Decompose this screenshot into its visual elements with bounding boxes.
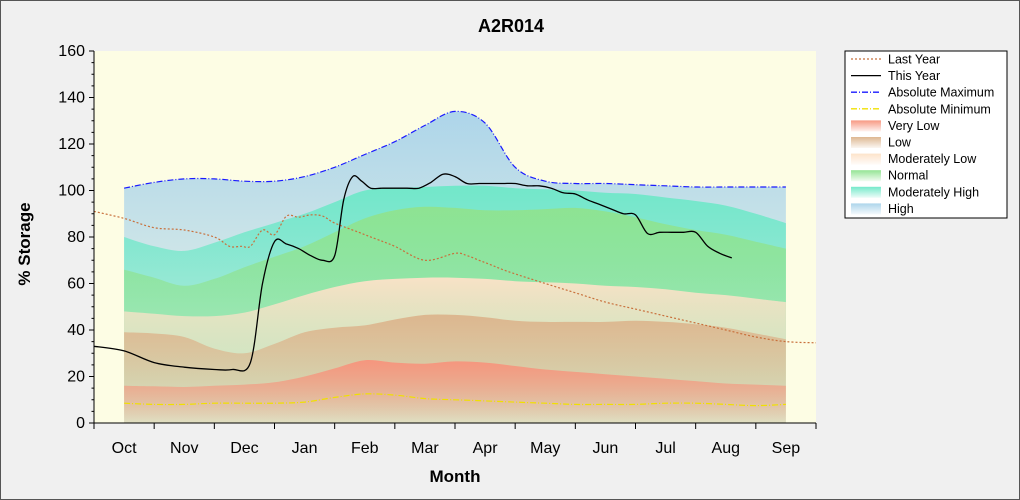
x-tick-label: Apr <box>473 440 499 457</box>
legend-label: This Year <box>888 69 940 83</box>
y-tick-label: 20 <box>67 369 85 386</box>
legend-label: Normal <box>888 169 928 183</box>
legend-swatch <box>851 137 881 148</box>
y-tick-label: 0 <box>76 415 85 432</box>
x-tick-label: Oct <box>112 440 137 457</box>
y-tick-label: 40 <box>67 322 85 339</box>
legend-swatch <box>851 203 881 215</box>
legend-label: Absolute Minimum <box>888 102 991 116</box>
legend-swatch <box>851 186 881 198</box>
x-tick-label: May <box>530 440 560 457</box>
legend-label: Absolute Maximum <box>888 86 994 100</box>
y-tick-label: 80 <box>67 229 85 246</box>
y-tick-label: 160 <box>58 43 85 60</box>
legend-label: Moderately Low <box>888 152 977 166</box>
y-tick-label: 60 <box>67 276 85 293</box>
chart-title: A2R014 <box>478 16 544 36</box>
series-this-year <box>93 173 733 372</box>
x-tick-label: Mar <box>411 440 439 457</box>
legend-swatch <box>851 170 881 182</box>
legend-swatch <box>851 153 881 165</box>
legend-label: Low <box>888 136 912 150</box>
x-tick-label: Jun <box>593 440 619 457</box>
legend-label: High <box>888 202 914 216</box>
plot-area <box>93 51 817 423</box>
x-tick-label: Sep <box>772 440 801 457</box>
legend-label: Last Year <box>888 53 940 67</box>
x-tick-label: Dec <box>230 440 258 457</box>
band-very-low <box>124 360 786 423</box>
y-tick-label: 120 <box>58 136 85 153</box>
series-absolute-maximum <box>123 110 786 189</box>
x-tick-label: Jul <box>655 440 675 457</box>
legend-label: Very Low <box>888 119 940 133</box>
series-absolute-minimum <box>124 393 786 407</box>
axes: 0 20 40 60 80 100 120 140 160 Oct Nov Dec Jan Feb Mar A… <box>58 43 817 457</box>
legend: Last Year This Year Absolute Maximum Absolu… <box>844 50 1008 219</box>
x-tick-label: Nov <box>170 440 198 457</box>
x-axis-title: Month <box>430 467 481 486</box>
y-tick-label: 100 <box>58 183 85 200</box>
x-tick-label: Feb <box>351 440 379 457</box>
legend-swatch <box>851 120 881 132</box>
y-tick-label: 140 <box>58 90 85 107</box>
legend-label: Moderately High <box>888 185 979 199</box>
x-tick-label: Jan <box>292 440 318 457</box>
x-tick-label: Aug <box>712 440 740 457</box>
y-axis-title: % Storage <box>15 202 34 285</box>
